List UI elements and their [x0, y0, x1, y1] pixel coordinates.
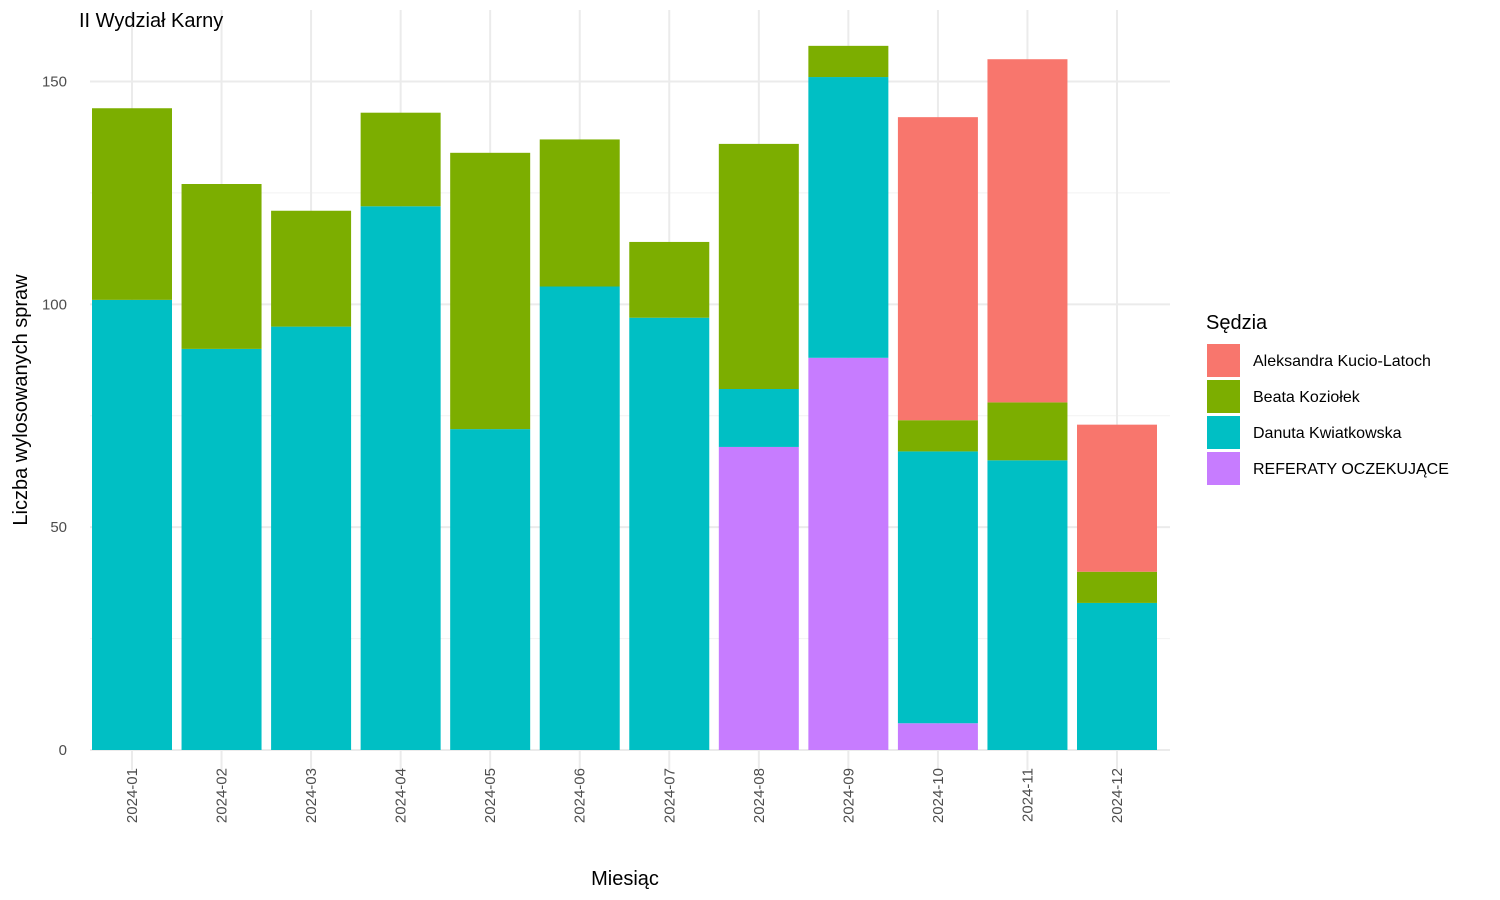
- x-tick-label: 2024-05: [482, 768, 499, 823]
- legend-swatch: [1207, 416, 1240, 449]
- x-tick-label: 2024-08: [751, 768, 768, 823]
- legend-swatch: [1207, 452, 1240, 485]
- bar-segment-beata-kozio-ek: [181, 184, 262, 349]
- bar-segment-danuta-kwiatkowska: [271, 326, 352, 750]
- y-tick-label: 150: [42, 74, 67, 91]
- bar-segment-beata-kozio-ek: [897, 420, 978, 452]
- x-tick-label: 2024-04: [393, 768, 410, 823]
- bar-segment-referaty-oczekuj-ce: [718, 446, 799, 750]
- legend-items: Aleksandra Kucio-Latoch Beata Koziołek Dan…: [1207, 344, 1449, 485]
- bar-segment-danuta-kwiatkowska: [181, 348, 262, 750]
- bar-segment-danuta-kwiatkowska: [539, 286, 620, 750]
- bar-segment-referaty-oczekuj-ce: [808, 357, 889, 750]
- bar-segment-danuta-kwiatkowska: [718, 389, 799, 447]
- bar-segment-danuta-kwiatkowska: [92, 299, 172, 750]
- legend-title: Sędzia: [1206, 312, 1268, 334]
- bars-layer: [92, 45, 1157, 750]
- bar-segment-beata-kozio-ek: [987, 402, 1068, 461]
- legend-label: REFERATY OCZEKUJĄCE: [1253, 461, 1449, 478]
- bar-segment-danuta-kwiatkowska: [897, 451, 978, 724]
- bar-segment-aleksandra-kucio-latoch: [897, 117, 978, 421]
- x-tick-label: 2024-01: [124, 768, 141, 823]
- legend-label: Aleksandra Kucio-Latoch: [1253, 353, 1431, 370]
- bar-segment-danuta-kwiatkowska: [987, 460, 1068, 750]
- bar-segment-beata-kozio-ek: [360, 112, 441, 207]
- x-tick-label: 2024-07: [661, 768, 678, 823]
- bar-segment-referaty-oczekuj-ce: [897, 723, 978, 750]
- y-tick-label: 0: [59, 742, 67, 759]
- y-tick-label: 50: [50, 519, 67, 536]
- bar-segment-beata-kozio-ek: [808, 45, 889, 78]
- y-tick-label: 100: [42, 296, 67, 313]
- bar-segment-beata-kozio-ek: [539, 139, 620, 287]
- legend-label: Beata Koziołek: [1253, 389, 1361, 406]
- bar-segment-beata-kozio-ek: [629, 241, 710, 318]
- chart-title: II Wydział Karny: [79, 10, 223, 32]
- x-tick-label: 2024-12: [1109, 768, 1126, 823]
- bar-segment-beata-kozio-ek: [92, 108, 172, 300]
- y-axis-title: Liczba wylosowanych spraw: [10, 274, 32, 526]
- x-tick-label: 2024-11: [1019, 768, 1036, 822]
- legend-swatch: [1207, 380, 1240, 413]
- x-axis-title: Miesiąc: [591, 868, 659, 890]
- legend-label: Danuta Kwiatkowska: [1253, 425, 1402, 442]
- bar-segment-beata-kozio-ek: [271, 210, 352, 327]
- bar-segment-aleksandra-kucio-latoch: [1077, 424, 1157, 572]
- bar-segment-danuta-kwiatkowska: [1077, 602, 1157, 750]
- axis-layer: 0 50 100 150 2024-01 2024-02 2024-03 2024-04 202…: [42, 74, 1126, 824]
- bar-segment-beata-kozio-ek: [450, 152, 531, 430]
- bar-segment-aleksandra-kucio-latoch: [987, 59, 1068, 403]
- bar-segment-danuta-kwiatkowska: [450, 429, 531, 750]
- x-tick-label: 2024-10: [930, 768, 947, 823]
- bar-segment-danuta-kwiatkowska: [808, 77, 889, 358]
- legend-swatch: [1207, 344, 1240, 377]
- bar-segment-danuta-kwiatkowska: [629, 317, 710, 750]
- x-tick-label: 2024-09: [840, 768, 857, 823]
- x-tick-label: 2024-03: [303, 768, 320, 823]
- bar-segment-beata-kozio-ek: [1077, 571, 1157, 603]
- x-tick-label: 2024-02: [214, 768, 231, 823]
- bar-segment-beata-kozio-ek: [718, 143, 799, 390]
- x-tick-label: 2024-06: [572, 768, 589, 823]
- bar-segment-danuta-kwiatkowska: [360, 206, 441, 750]
- legend: Sędzia Aleksandra Kucio-Latoch Beata Kozi…: [1206, 312, 1449, 485]
